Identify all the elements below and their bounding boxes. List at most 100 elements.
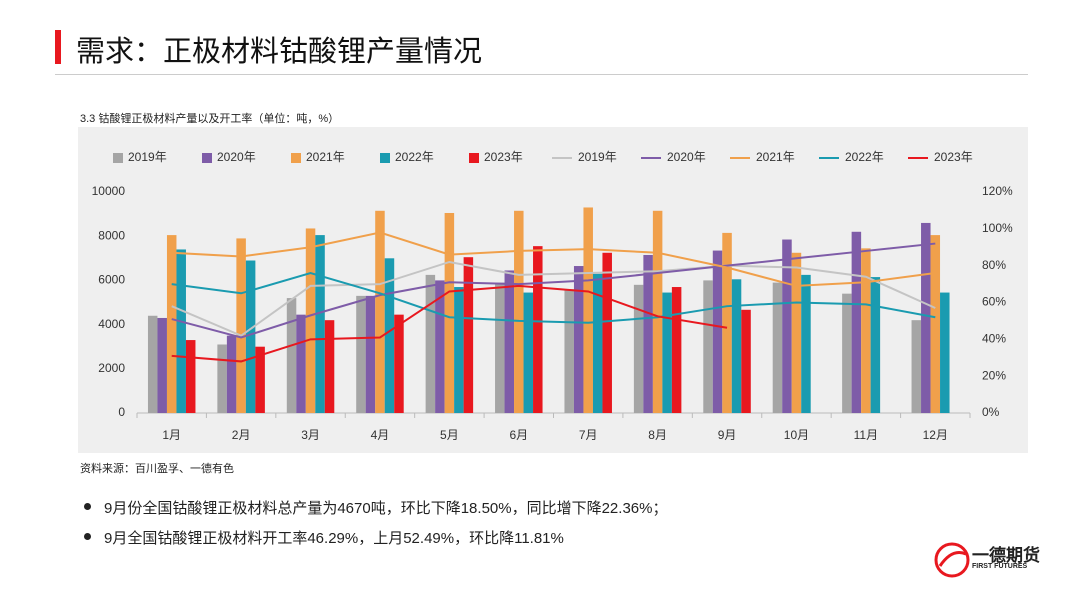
bar <box>495 282 505 413</box>
y2-tick-label: 40% <box>982 332 1006 346</box>
y-tick-label: 8000 <box>98 228 125 242</box>
line <box>171 242 936 339</box>
legend-label: 2022年 <box>845 150 884 164</box>
y2-tick-label: 20% <box>982 368 1006 382</box>
line <box>171 271 936 324</box>
bullet-dot <box>84 533 91 540</box>
bar <box>722 232 732 413</box>
legend-label: 2020年 <box>667 150 706 164</box>
bar <box>564 289 574 413</box>
x-tick-label: 2月 <box>232 428 251 442</box>
bar <box>592 273 603 413</box>
legend-label: 2021年 <box>756 150 795 164</box>
x-tick-label: 9月 <box>718 428 737 442</box>
bar <box>772 282 783 413</box>
x-tick-label: 1月 <box>162 428 181 442</box>
bar <box>671 287 682 413</box>
bar <box>911 320 922 413</box>
bar <box>324 320 335 413</box>
bar <box>652 210 663 413</box>
bar <box>463 257 474 413</box>
y-tick-label: 0 <box>118 405 125 419</box>
y-tick-label: 6000 <box>98 273 125 287</box>
bar <box>662 292 672 413</box>
bar <box>305 228 316 413</box>
legend-label: 2023年 <box>484 150 523 164</box>
bar <box>583 207 593 413</box>
bar <box>573 266 584 413</box>
bar <box>375 210 385 413</box>
bar <box>425 274 436 413</box>
bar <box>741 309 751 413</box>
chart-caption: 3.3 钴酸锂正极材料产量以及开工率（单位：吨，%） <box>80 113 340 125</box>
bar <box>147 315 158 413</box>
line <box>171 284 728 363</box>
line <box>171 260 936 337</box>
bar <box>454 287 464 413</box>
legend-swatch <box>291 153 301 163</box>
bar <box>286 298 297 413</box>
legend-swatch <box>113 153 123 163</box>
source-note: 资料来源：百川盈孚、一德有色 <box>80 463 234 475</box>
legend-label: 2021年 <box>306 150 345 164</box>
bar <box>365 295 376 413</box>
x-tick-label: 8月 <box>648 428 667 442</box>
legend-label: 2022年 <box>395 150 434 164</box>
logo-icon <box>934 542 970 578</box>
bar <box>930 235 941 413</box>
bar <box>166 235 177 413</box>
bar <box>801 274 811 413</box>
bar <box>296 314 306 413</box>
y2-tick-label: 80% <box>982 258 1006 272</box>
bar <box>236 238 246 413</box>
legend-label: 2019年 <box>578 150 617 164</box>
bar <box>712 250 723 413</box>
y2-tick-label: 0% <box>982 405 1000 419</box>
bar <box>255 346 265 413</box>
bar <box>791 252 802 413</box>
bar <box>870 277 881 413</box>
bar <box>514 210 524 413</box>
bullet-dot <box>84 503 91 510</box>
bar <box>940 292 950 413</box>
bar <box>226 335 237 413</box>
bar <box>356 295 366 413</box>
bar <box>602 252 612 413</box>
bar <box>394 314 404 413</box>
legend-label: 2023年 <box>934 150 973 164</box>
line <box>171 231 936 287</box>
bar <box>643 254 653 413</box>
legend-swatch <box>202 153 212 163</box>
bar <box>921 222 931 413</box>
bar <box>523 292 534 413</box>
x-tick-label: 10月 <box>784 428 809 442</box>
x-tick-label: 3月 <box>301 428 320 442</box>
logo-name: 一德期货 <box>972 546 1040 565</box>
bar <box>315 235 325 413</box>
bar <box>157 317 167 413</box>
x-tick-label: 4月 <box>371 428 390 442</box>
bullet-text: 9月份全国钴酸锂正极材料总产量为4670吨，环比下降18.50%，同比增下降22… <box>104 500 668 517</box>
x-tick-label: 7月 <box>579 428 598 442</box>
bar <box>504 270 515 413</box>
y-tick-label: 4000 <box>98 317 125 331</box>
bar <box>176 249 186 413</box>
bar <box>435 280 445 413</box>
legend-swatch <box>380 153 390 163</box>
bar <box>861 248 871 413</box>
y2-tick-label: 120% <box>982 184 1013 198</box>
bar <box>731 279 742 413</box>
y2-tick-label: 100% <box>982 221 1013 235</box>
x-tick-label: 11月 <box>854 428 878 442</box>
y-tick-label: 2000 <box>98 361 125 375</box>
logo-sub: FIRST FUTURES <box>972 563 1028 570</box>
bar <box>703 280 713 413</box>
bar <box>217 344 227 413</box>
bar <box>444 212 455 413</box>
bar <box>782 239 792 413</box>
slide-title: 需求：正极材料钴酸锂产量情况 <box>76 36 483 68</box>
bar <box>185 340 196 413</box>
title-rule <box>55 74 1028 75</box>
